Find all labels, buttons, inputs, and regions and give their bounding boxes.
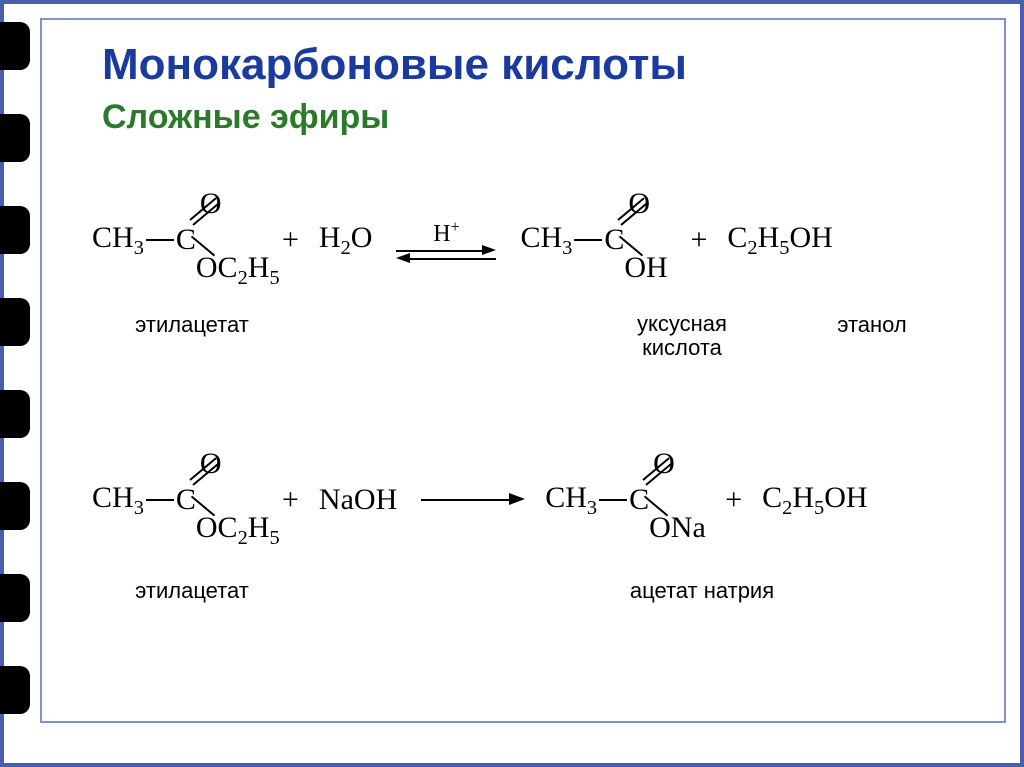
molecule-ethyl-acetate: CH3 C O OC2H5	[92, 470, 262, 530]
plus-sign: +	[690, 223, 707, 257]
atom-o: O	[628, 187, 650, 221]
plus-sign: +	[725, 483, 742, 517]
reaction-1-labels: этилацетат уксусная кислота этанол	[92, 312, 984, 360]
binder-hole	[0, 206, 30, 254]
atom-o: O	[200, 187, 222, 221]
label-sodium-acetate: ацетат натрия	[602, 578, 802, 604]
binder-hole	[0, 666, 30, 714]
reagent-h2o: H2O	[319, 221, 373, 260]
reaction-1: CH3 C O OC2H5 + H2O H+	[92, 210, 984, 270]
molecule-ethyl-acetate: CH3 C O OC2H5	[92, 210, 262, 270]
slide-outer-frame: Монокарбоновые кислоты Сложные эфиры CH3…	[0, 0, 1024, 767]
reaction-2-labels: этилацетат ацетат натрия	[92, 578, 984, 604]
group-ch3: CH3	[92, 221, 144, 260]
group-ch3: CH3	[545, 481, 597, 520]
binder-hole	[0, 390, 30, 438]
molecule-sodium-acetate: CH3 C O ONa	[545, 470, 705, 530]
equilibrium-arrow: H+	[396, 217, 496, 264]
binder-hole	[0, 114, 30, 162]
binder-hole	[0, 22, 30, 70]
product-ethanol: C2H5OH	[762, 481, 867, 520]
plus-sign: +	[282, 223, 299, 257]
group-oh: OH	[624, 251, 667, 285]
molecule-acetic-acid: CH3 C O OH	[520, 210, 670, 270]
bond	[599, 499, 627, 501]
group-ona: ONa	[649, 511, 706, 545]
product-ethanol: C2H5OH	[727, 221, 832, 260]
binder-hole	[0, 574, 30, 622]
content-area: CH3 C O OC2H5 + H2O H+	[92, 160, 984, 701]
atom-o: O	[653, 447, 675, 481]
binder-hole	[0, 298, 30, 346]
carbonyl-group: C O OC2H5	[176, 223, 196, 257]
atom-c: C	[176, 483, 196, 516]
slide-subtitle: Сложные эфиры	[102, 98, 389, 137]
label-ethanol: этанол	[812, 312, 932, 360]
bond	[146, 239, 174, 241]
arrow-icon	[421, 490, 521, 510]
group-oc2h5: OC2H5	[196, 511, 280, 550]
slide-title: Монокарбоновые кислоты	[102, 40, 687, 90]
forward-arrow	[421, 490, 521, 510]
group-ch3: CH3	[92, 481, 144, 520]
label-ethyl-acetate: этилацетат	[92, 312, 292, 360]
bond	[146, 499, 174, 501]
group-oc2h5: OC2H5	[196, 251, 280, 290]
plus-sign: +	[282, 483, 299, 517]
label-acetic-acid: уксусная кислота	[612, 312, 752, 360]
binder-hole	[0, 482, 30, 530]
reaction-2: CH3 C O OC2H5 + NaOH	[92, 470, 984, 530]
slide-inner-frame: Монокарбоновые кислоты Сложные эфиры CH3…	[40, 18, 1006, 723]
bond	[574, 239, 602, 241]
label-ethyl-acetate: этилацетат	[92, 578, 292, 604]
reagent-naoh: NaOH	[319, 483, 397, 517]
atom-o: O	[200, 447, 222, 481]
arrow-icon	[396, 244, 496, 264]
carbonyl-group: C O ONa	[629, 483, 649, 517]
group-ch3: CH3	[520, 221, 572, 260]
carbonyl-group: C O OH	[604, 223, 624, 257]
carbonyl-group: C O OC2H5	[176, 483, 196, 517]
atom-c: C	[629, 483, 649, 516]
